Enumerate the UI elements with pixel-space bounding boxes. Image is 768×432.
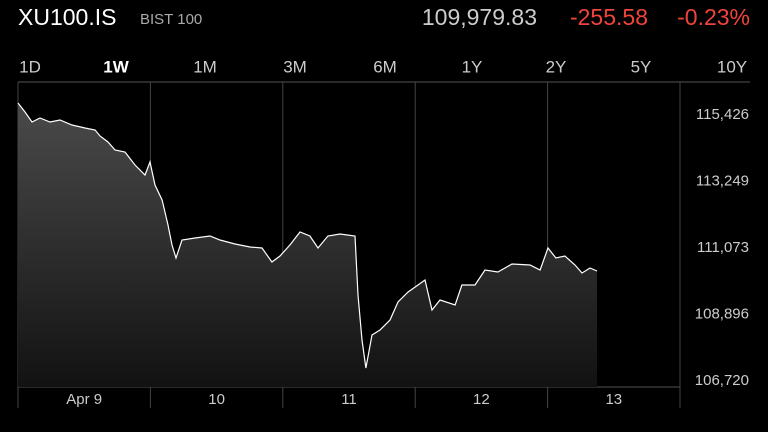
y-tick-label: 111,073 (697, 239, 749, 256)
y-tick-label: 115,426 (696, 106, 749, 123)
y-tick-label: 113,249 (696, 173, 749, 190)
range-tab[interactable]: 1D (19, 57, 41, 76)
range-tabs: 1D 1W 1M 3M 6M 1Y 2Y 5Y 10Y (19, 57, 747, 76)
range-tab[interactable]: 5Y (631, 57, 652, 76)
symbol: XU100.IS (18, 4, 116, 30)
x-tick-label: 13 (605, 391, 622, 408)
y-tick-label: 108,896 (695, 305, 749, 322)
x-tick-label: 11 (341, 391, 357, 408)
chart: Apr 9 10 11 12 13 106,720 108,896 111,073 113,24… (17, 82, 749, 408)
x-tick-label: Apr 9 (66, 391, 102, 408)
range-tab[interactable]: 2Y (546, 57, 567, 76)
range-tab[interactable]: 1Y (462, 57, 483, 76)
change-percent: -0.23% (677, 4, 750, 30)
y-tick-label: 106,720 (695, 372, 749, 389)
x-tick-label: 10 (208, 391, 225, 408)
price: 109,979.83 (422, 4, 537, 30)
area-fill (18, 103, 597, 387)
range-tab[interactable]: 6M (373, 57, 397, 76)
change: -255.58 (570, 4, 648, 30)
price-line (17, 102, 598, 369)
range-tab[interactable]: 3M (283, 57, 307, 76)
range-tab[interactable]: 1M (193, 57, 217, 76)
range-tab[interactable]: 10Y (717, 57, 747, 76)
range-tab[interactable]: 1W (103, 57, 129, 76)
index-name: BIST 100 (140, 11, 202, 28)
x-tick-label: 12 (473, 391, 490, 408)
